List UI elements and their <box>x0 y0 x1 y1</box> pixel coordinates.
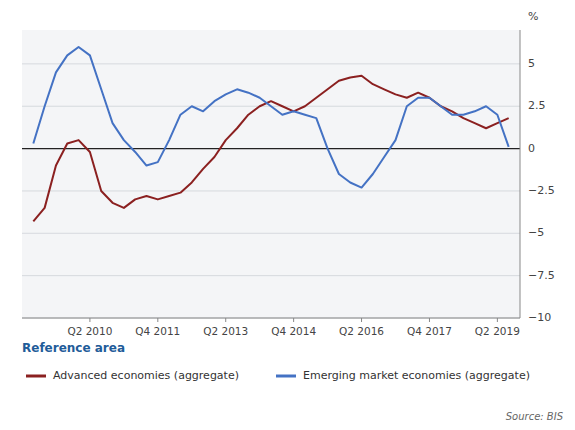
grid-line <box>22 318 520 319</box>
x-tick <box>89 318 90 322</box>
legend-swatch <box>26 375 46 378</box>
y-tick-label: −7.5 <box>528 269 555 282</box>
y-tick-label: −5 <box>528 226 544 239</box>
x-tick-label: Q2 2013 <box>203 325 248 337</box>
grid-line <box>22 275 520 276</box>
y-grid <box>22 64 520 318</box>
source-note: Source: BIS <box>506 411 564 422</box>
legend-swatch <box>276 375 296 378</box>
x-tick <box>225 318 226 322</box>
x-tick <box>361 318 362 322</box>
plot-background <box>22 30 520 318</box>
chart-svg: 5 2.5 0 −2.5 −5 −7.5 −10% Q2 2010 Q4 2011 Q2 2013… <box>0 0 575 430</box>
series-line <box>33 47 508 188</box>
x-axis-line <box>22 318 520 319</box>
y-tick-label: 5 <box>528 57 535 70</box>
legend-title: Reference area <box>22 341 125 355</box>
y-tick-label: −10 <box>528 311 551 324</box>
legend-entry: Advanced economies (aggregate) <box>53 369 239 382</box>
x-tick <box>497 318 498 322</box>
x-ticks: Q2 2010 Q4 2011 Q2 2013 Q4 2014 Q2 2016 Q4 20… <box>67 318 519 337</box>
x-tick-label: Q4 2011 <box>135 325 180 337</box>
x-tick-label: Q4 2017 <box>407 325 452 337</box>
chart-container: 5 2.5 0 −2.5 −5 −7.5 −10% Q2 2010 Q4 2011 Q2 2013… <box>0 0 575 430</box>
x-tick-label: Q4 2014 <box>271 325 316 337</box>
x-tick-label: Q2 2010 <box>67 325 112 337</box>
x-tick <box>157 318 158 322</box>
legend-entry: Emerging market economies (aggregate) <box>303 369 530 382</box>
zero-line <box>22 148 520 149</box>
x-tick-label: Q2 2016 <box>339 325 384 337</box>
x-tick-label: Q2 2019 <box>475 325 520 337</box>
y-axis-line <box>520 30 521 318</box>
grid-line <box>22 63 520 64</box>
grid-line <box>22 233 520 234</box>
grid-line <box>22 190 520 191</box>
x-tick <box>429 318 430 322</box>
y-tick-label: 2.5 <box>528 99 546 112</box>
legend: Reference area Advanced economies (aggreg… <box>22 341 530 382</box>
y-axis-label: % <box>528 10 538 23</box>
lines <box>33 47 508 222</box>
y-tick-labels: 5 2.5 0 −2.5 −5 −7.5 −10 <box>528 57 555 324</box>
x-tick <box>293 318 294 322</box>
y-tick-label: 0 <box>528 142 535 155</box>
y-tick-label: −2.5 <box>528 184 555 197</box>
